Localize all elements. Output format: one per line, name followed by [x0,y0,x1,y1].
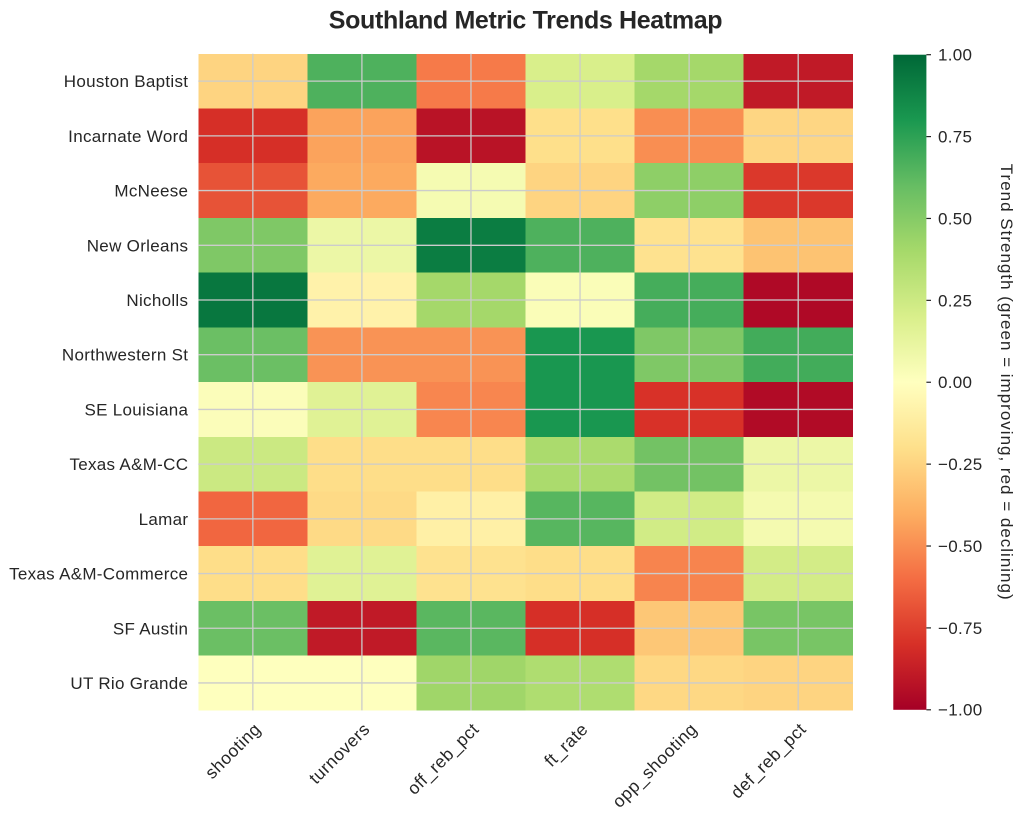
svg-text:0.25: 0.25 [938,291,972,310]
svg-text:Incarnate Word: Incarnate Word [68,127,188,146]
svg-text:Houston Baptist: Houston Baptist [64,72,189,91]
svg-text:Nicholls: Nicholls [126,291,188,310]
svg-text:0.00: 0.00 [938,373,972,392]
svg-text:0.50: 0.50 [938,209,972,228]
svg-text:Texas A&M-Commerce: Texas A&M-Commerce [9,565,188,584]
svg-text:1.00: 1.00 [938,46,972,65]
svg-text:SF Austin: SF Austin [113,619,188,638]
svg-text:UT Rio Grande: UT Rio Grande [70,674,188,693]
svg-text:−0.25: −0.25 [938,455,983,474]
svg-text:−0.50: −0.50 [938,537,983,556]
svg-text:−1.00: −1.00 [938,701,983,720]
svg-text:Northwestern St: Northwestern St [62,346,188,365]
svg-text:0.75: 0.75 [938,127,972,146]
svg-text:Southland Metric Trends Heatma: Southland Metric Trends Heatmap [329,7,722,35]
svg-text:Texas A&M-CC: Texas A&M-CC [69,455,188,474]
svg-text:Trend Strength (green = improv: Trend Strength (green = improving, red =… [997,164,1016,601]
svg-text:Lamar: Lamar [139,510,189,529]
svg-text:−0.75: −0.75 [938,619,983,638]
svg-text:SE Louisiana: SE Louisiana [85,400,189,419]
svg-text:New Orleans: New Orleans [87,236,189,255]
svg-text:McNeese: McNeese [114,182,188,201]
